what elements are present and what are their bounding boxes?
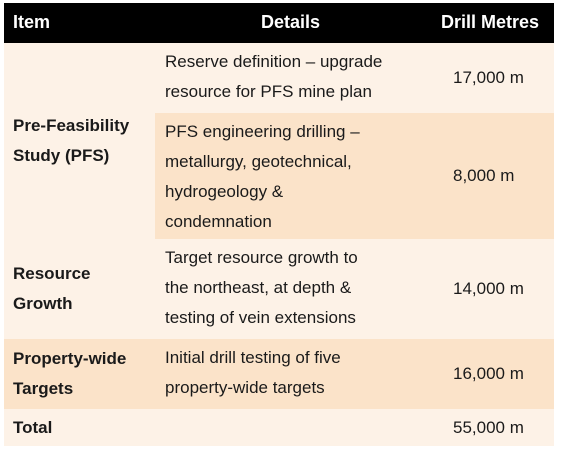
total-metres-value: 55,000 m bbox=[453, 417, 524, 437]
header-drill-metres: Drill Metres bbox=[441, 12, 540, 32]
drilling-program-table: Item Details Drill Metres Pre-Feasibilit… bbox=[4, 3, 554, 446]
details-line: Reserve definition – upgrade bbox=[165, 52, 383, 71]
total-label-cell: Total bbox=[4, 409, 155, 446]
item-label-line: Pre-Feasibility bbox=[13, 116, 130, 135]
table-row-metres: 14,000 m bbox=[429, 239, 554, 339]
details-line: Initial drill testing of five bbox=[165, 348, 341, 367]
metres-value: 16,000 m bbox=[453, 364, 524, 383]
header-item: Item bbox=[13, 12, 51, 32]
details-line: Target resource growth to bbox=[165, 248, 358, 267]
item-label-line: Growth bbox=[13, 294, 73, 313]
table-row-metres: 16,000 m bbox=[429, 339, 554, 409]
metres-value: 17,000 m bbox=[453, 68, 524, 87]
table-row-details: Target resource growth to the northeast,… bbox=[155, 239, 429, 339]
metres-value: 14,000 m bbox=[453, 279, 524, 298]
table-row-metres: 8,000 m bbox=[429, 113, 554, 239]
item-label-line: Targets bbox=[13, 379, 74, 398]
details-line: property-wide targets bbox=[165, 378, 325, 397]
item-label-line: Resource bbox=[13, 264, 91, 283]
header-details: Details bbox=[261, 12, 321, 32]
item-label-line: Property-wide bbox=[13, 349, 127, 368]
details-line: the northeast, at depth & bbox=[165, 278, 352, 297]
table-row-details: Reserve definition – upgrade resource fo… bbox=[155, 43, 429, 113]
total-details-cell bbox=[155, 409, 429, 446]
details-line: PFS engineering drilling – bbox=[165, 122, 360, 141]
details-line: condemnation bbox=[165, 212, 272, 231]
item-label-line: Study (PFS) bbox=[13, 146, 110, 165]
total-label: Total bbox=[13, 417, 53, 437]
group-item-property-wide-targets: Property-wide Targets bbox=[4, 339, 155, 409]
table-row-details: PFS engineering drilling – metallurgy, g… bbox=[155, 113, 429, 239]
table-row-details: Initial drill testing of five property-w… bbox=[155, 339, 429, 409]
details-line: testing of vein extensions bbox=[165, 308, 356, 327]
table-header: Item Details Drill Metres bbox=[4, 3, 554, 43]
details-line: hydrogeology & bbox=[165, 182, 284, 201]
total-metres-cell: 55,000 m bbox=[429, 409, 554, 446]
details-line: metallurgy, geotechnical, bbox=[165, 152, 352, 171]
group-item-pfs: Pre-Feasibility Study (PFS) bbox=[4, 43, 155, 239]
table-row-metres: 17,000 m bbox=[429, 43, 554, 113]
metres-value: 8,000 m bbox=[453, 166, 515, 185]
details-line: resource for PFS mine plan bbox=[165, 82, 372, 101]
group-item-resource-growth: Resource Growth bbox=[4, 239, 155, 339]
